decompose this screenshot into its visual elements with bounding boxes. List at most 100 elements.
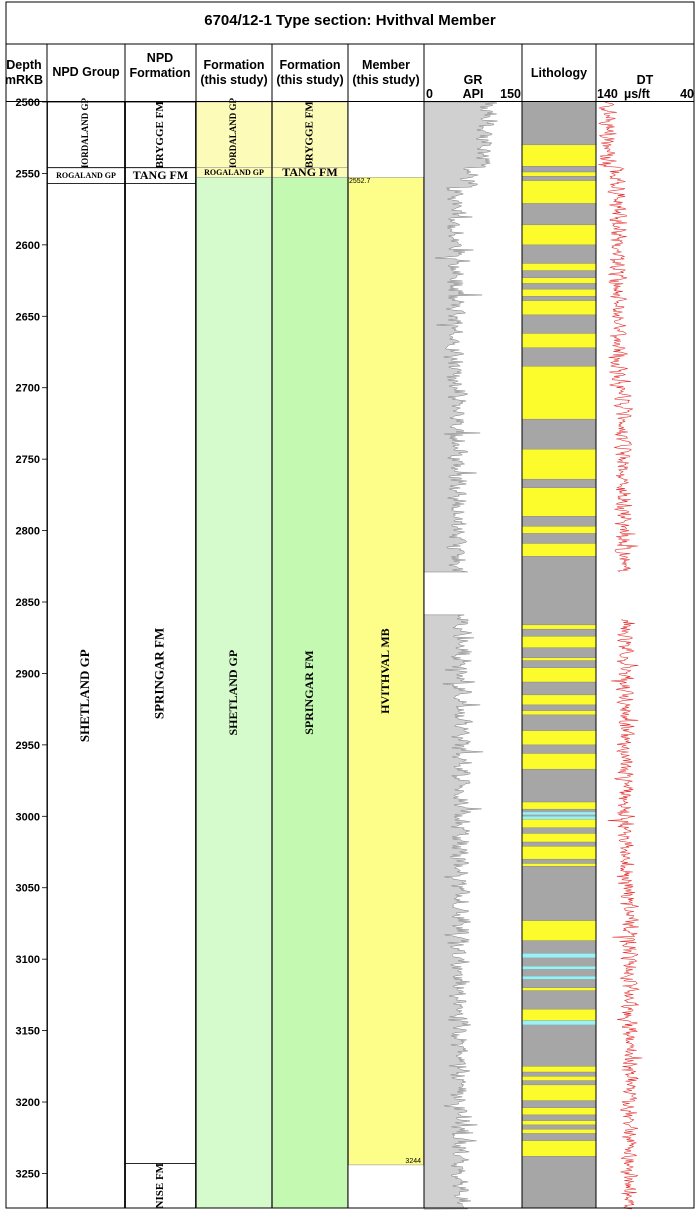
member-unit-label-0: HVITHVAL MB xyxy=(378,628,392,713)
header-depth-line2: mRKB xyxy=(5,73,43,87)
dt-curve-1 xyxy=(607,619,643,1210)
header-member-line1: Member xyxy=(362,58,410,72)
depth-tick-label-1: 2550 xyxy=(16,168,40,180)
sand-bed-10 xyxy=(521,448,597,480)
sand-bed-3 xyxy=(521,224,597,246)
depth-tick-label-10: 3000 xyxy=(16,811,40,823)
dt-curve-track xyxy=(598,101,643,1210)
sand-bed-32 xyxy=(521,1084,597,1101)
formation_fm-unit-label-1: TANG FM xyxy=(282,165,337,179)
sand-bed-4 xyxy=(521,263,597,271)
sand-bed-0 xyxy=(521,144,597,167)
outer-border xyxy=(5,1,695,1209)
header-dt: DT xyxy=(637,73,654,87)
sand-bed-20 xyxy=(521,730,597,746)
member-base-label: 3244 xyxy=(405,1158,421,1165)
gr-curve-track xyxy=(423,101,498,1210)
carbonate-bed-3 xyxy=(521,966,597,970)
depth-tick-label-0: 2500 xyxy=(16,97,40,109)
carbonate-bed-4 xyxy=(521,976,597,980)
sand-bed-17 xyxy=(521,667,597,683)
carbonate-bed-2 xyxy=(521,953,597,958)
formation_group-unit-box-0 xyxy=(196,101,272,169)
sand-bed-28 xyxy=(521,987,597,991)
depth-tick-label-2: 2600 xyxy=(16,240,40,252)
sand-bed-22 xyxy=(521,801,597,810)
header-npd-formation-line1: NPD xyxy=(147,51,173,65)
sand-bed-26 xyxy=(521,863,597,867)
sand-bed-27 xyxy=(521,920,597,941)
member-top-label: 2552.7 xyxy=(349,178,371,185)
sand-bed-12 xyxy=(521,526,597,534)
formation_fm-unit-label-0: BRYGGE FM xyxy=(304,101,316,169)
sand-bed-11 xyxy=(521,487,597,517)
sand-bed-35 xyxy=(521,1128,597,1134)
header-npd-group: NPD Group xyxy=(52,65,120,79)
header-depth-line1: Depth xyxy=(6,58,41,72)
sand-bed-6 xyxy=(521,288,597,297)
formation_group-unit-box-2 xyxy=(196,176,272,1209)
depth-tick-label-12: 3100 xyxy=(16,954,40,966)
npd_group-unit-label-1: ROGALAND GP xyxy=(56,171,116,180)
header-member-line2: (this study) xyxy=(352,73,419,87)
depth-tick-label-7: 2850 xyxy=(16,597,40,609)
header-npd-formation-line2: Formation xyxy=(129,66,190,80)
sand-bed-2 xyxy=(521,180,597,204)
header-dt-right: 40 xyxy=(680,87,694,101)
npd_formation-unit-label-2: SPRINGAR FM xyxy=(151,628,166,719)
header-formation-group-line2: (this study) xyxy=(200,73,267,87)
header-formation-fm-line2: (this study) xyxy=(276,73,343,87)
header-gr-unit: API xyxy=(463,87,484,101)
npd_formation-unit-label-0: BRYGGE FM xyxy=(154,101,166,169)
formation_fm-unit-label-2: SPRINGAR FM xyxy=(302,650,316,734)
depth-tick-label-14: 3200 xyxy=(16,1097,40,1109)
gr-curve-0 xyxy=(423,101,498,573)
table-frame xyxy=(5,1,695,1209)
sand-bed-16 xyxy=(521,657,597,661)
member-unit-box-0 xyxy=(348,176,424,1166)
formation_group-unit-label-1: ROGALAND GP xyxy=(204,168,264,177)
sand-bed-25 xyxy=(521,846,597,860)
depth-tick-label-13: 3150 xyxy=(16,1026,40,1038)
sand-bed-21 xyxy=(521,753,597,770)
sand-bed-24 xyxy=(521,833,597,843)
sand-bed-13 xyxy=(521,543,597,557)
header-formation-group-line1: Formation xyxy=(203,58,264,72)
depth-tick-label-8: 2900 xyxy=(16,668,40,680)
sand-bed-14 xyxy=(521,624,597,630)
carbonate-bed-5 xyxy=(521,1020,597,1026)
npd_group-unit-label-0: HORDALAND GP xyxy=(80,97,90,171)
lithology-track xyxy=(521,102,597,1208)
sand-bed-1 xyxy=(521,171,597,177)
depth-tick-label-3: 2650 xyxy=(16,311,40,323)
depth-tick-label-11: 3050 xyxy=(16,883,40,895)
sand-bed-18 xyxy=(521,694,597,706)
npd_formation-unit-label-1: TANG FM xyxy=(133,168,188,182)
depth-tick-label-9: 2950 xyxy=(16,740,40,752)
sand-bed-5 xyxy=(521,277,597,284)
sand-bed-9 xyxy=(521,366,597,420)
depth-tick-label-6: 2800 xyxy=(16,526,40,538)
sand-bed-29 xyxy=(521,1008,597,1021)
sand-bed-15 xyxy=(521,636,597,648)
depth-tick-label-15: 3250 xyxy=(16,1168,40,1180)
carbonate-bed-1 xyxy=(521,816,597,820)
formation_group-unit-label-0: HORDALAND GP xyxy=(228,97,238,171)
sand-bed-36 xyxy=(521,1140,597,1157)
sand-bed-8 xyxy=(521,333,597,348)
header-dt-left: 140 xyxy=(597,87,618,101)
header-gr-max: 150 xyxy=(500,87,521,101)
sand-bed-19 xyxy=(521,710,597,716)
sand-bed-31 xyxy=(521,1076,597,1081)
figure-title: 6704/12-1 Type section: Hvithval Member xyxy=(204,12,496,29)
depth-tick-label-5: 2750 xyxy=(16,454,40,466)
header-dt-unit: µs/ft xyxy=(624,87,651,101)
depth-tick-label-4: 2700 xyxy=(16,383,40,395)
header-gr-min: 0 xyxy=(426,87,433,101)
npd_group-unit-label-2: SHETLAND GP xyxy=(77,649,92,742)
npd_group-unit-box-0 xyxy=(47,101,125,169)
header-formation-fm-line1: Formation xyxy=(279,58,340,72)
sand-bed-33 xyxy=(521,1107,597,1116)
